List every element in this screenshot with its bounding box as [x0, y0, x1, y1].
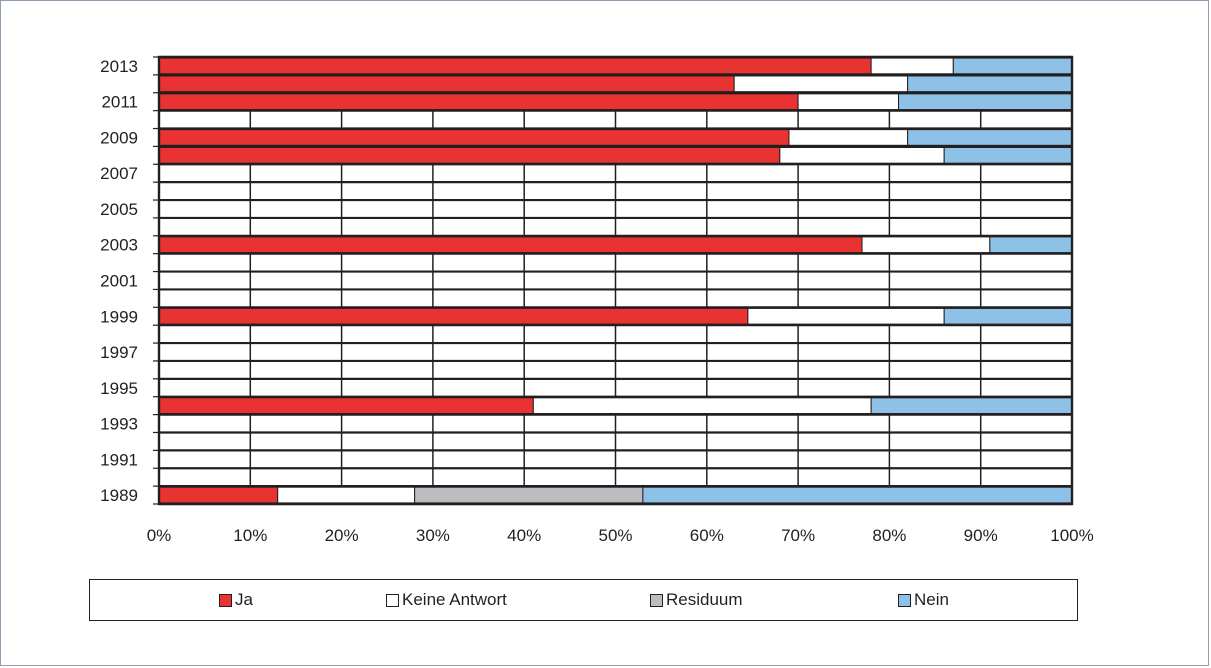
y-tick-label-1991: 1991: [100, 450, 138, 469]
bar-nein-2013: [952, 57, 1073, 75]
x-tick-label: 60%: [690, 526, 724, 545]
legend-swatch-ja: [219, 593, 232, 607]
x-tick-label: 30%: [416, 526, 450, 545]
x-tick-label: 50%: [598, 526, 632, 545]
stacked-bar-chart: 2013 2011 2009 2007 2005 2003 2001 1999 1997 1995…: [100, 55, 1094, 545]
x-tick-label: 40%: [507, 526, 541, 545]
legend-label-ja: Ja: [235, 590, 253, 609]
y-tick-label-2011: 2011: [101, 93, 138, 112]
y-tick-label-2009: 2009: [100, 128, 138, 147]
bar-keine-antwort-1989: [277, 486, 416, 504]
bar-ja-2003: [158, 236, 863, 254]
legend-swatch-residuum: [650, 593, 663, 607]
bar-residuum-1989: [414, 486, 644, 504]
bar-ja-1999: [158, 307, 749, 325]
bar-ja-2011: [158, 93, 799, 111]
y-tick-label-2007: 2007: [100, 164, 138, 183]
x-tick-label: 20%: [325, 526, 359, 545]
bar-nein-1989: [642, 486, 1073, 504]
bar-ja-2009: [158, 129, 790, 146]
legend: Ja Keine Antwort Residuum Nein: [89, 579, 1078, 621]
x-tick-label: 0%: [147, 526, 172, 545]
legend-label-keine-antwort: Keine Antwort: [402, 590, 507, 609]
bar-keine-antwort-2008: [779, 147, 945, 164]
bar-nein-2011: [898, 93, 1073, 111]
legend-item-residuum: Residuum: [650, 590, 743, 610]
bar-keine-antwort-2009: [788, 129, 909, 146]
x-tick-label: 10%: [233, 526, 267, 545]
plot-border: [157, 55, 1074, 506]
bar-nein-1994: [870, 397, 1073, 415]
x-tick-label: 100%: [1050, 526, 1093, 545]
bar-ja-1994: [158, 397, 534, 415]
y-tick-label-1989: 1989: [100, 486, 138, 505]
y-tick-label-1997: 1997: [100, 343, 138, 362]
y-tick-label-1999: 1999: [100, 307, 138, 326]
bar-keine-antwort-2003: [861, 236, 991, 254]
legend-label-residuum: Residuum: [666, 590, 743, 609]
legend-item-nein: Nein: [898, 590, 949, 610]
bar-nein-1999: [943, 307, 1073, 325]
x-tick-label: 90%: [964, 526, 998, 545]
y-tick-label-2003: 2003: [100, 236, 138, 255]
bar-ja-2012: [158, 75, 735, 93]
legend-swatch-nein: [898, 593, 911, 607]
legend-label-nein: Nein: [914, 590, 949, 609]
bar-nein-2008: [943, 147, 1073, 164]
bar-keine-antwort-2013: [870, 57, 954, 75]
legend-item-ja: Ja: [219, 590, 253, 610]
bar-keine-antwort-1999: [747, 307, 945, 325]
bar-keine-antwort-2011: [797, 93, 900, 111]
x-tick-label: 80%: [872, 526, 906, 545]
y-tick-label-1993: 1993: [100, 415, 138, 434]
y-tick-label-2001: 2001: [100, 272, 138, 291]
x-tick-label: 70%: [781, 526, 815, 545]
bar-nein-2009: [907, 129, 1073, 146]
y-tick-label-2013: 2013: [100, 57, 138, 76]
bar-ja-2008: [158, 147, 781, 164]
bar-ja-2013: [158, 57, 872, 75]
y-tick-label-1995: 1995: [100, 379, 138, 398]
bar-nein-2003: [989, 236, 1073, 254]
bar-keine-antwort-1994: [532, 397, 872, 415]
bar-keine-antwort-2012: [733, 75, 909, 93]
bar-ja-1989: [158, 486, 279, 504]
bar-nein-2012: [907, 75, 1073, 93]
legend-swatch-keine-antwort: [386, 593, 399, 607]
y-tick-label-2005: 2005: [100, 200, 138, 219]
legend-item-keine-antwort: Keine Antwort: [386, 590, 507, 610]
